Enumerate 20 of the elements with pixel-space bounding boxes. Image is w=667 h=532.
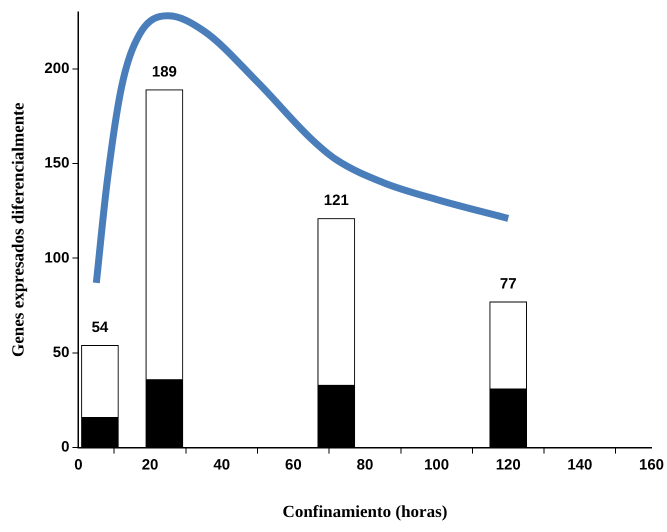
x-tick-label: 160 <box>638 456 664 474</box>
total-label: 121 <box>324 192 349 210</box>
x-tick-label: 0 <box>74 456 83 474</box>
y-tick-label: 100 <box>44 249 70 266</box>
y-axis-title: Genes expresados diferencialmente <box>8 102 28 357</box>
total-label: 54 <box>92 318 109 336</box>
y-tick-label: 50 <box>52 344 70 362</box>
y-tick-label: 200 <box>44 60 70 77</box>
y-tick-label: 0 <box>61 438 70 456</box>
x-tick-label: 60 <box>284 456 302 474</box>
x-tick-label: 80 <box>356 456 374 474</box>
x-axis-title: Confinamiento (horas) <box>282 502 448 522</box>
x-tick-label: 40 <box>213 456 230 474</box>
x-tick-label: 20 <box>142 456 158 474</box>
x-tick-label: 120 <box>496 456 521 474</box>
x-tick-label: 140 <box>567 456 592 474</box>
y-tick-label: 150 <box>44 154 70 172</box>
total-label: 189 <box>152 63 177 80</box>
total-label: 77 <box>500 275 517 292</box>
x-tick-label: 100 <box>424 456 450 474</box>
